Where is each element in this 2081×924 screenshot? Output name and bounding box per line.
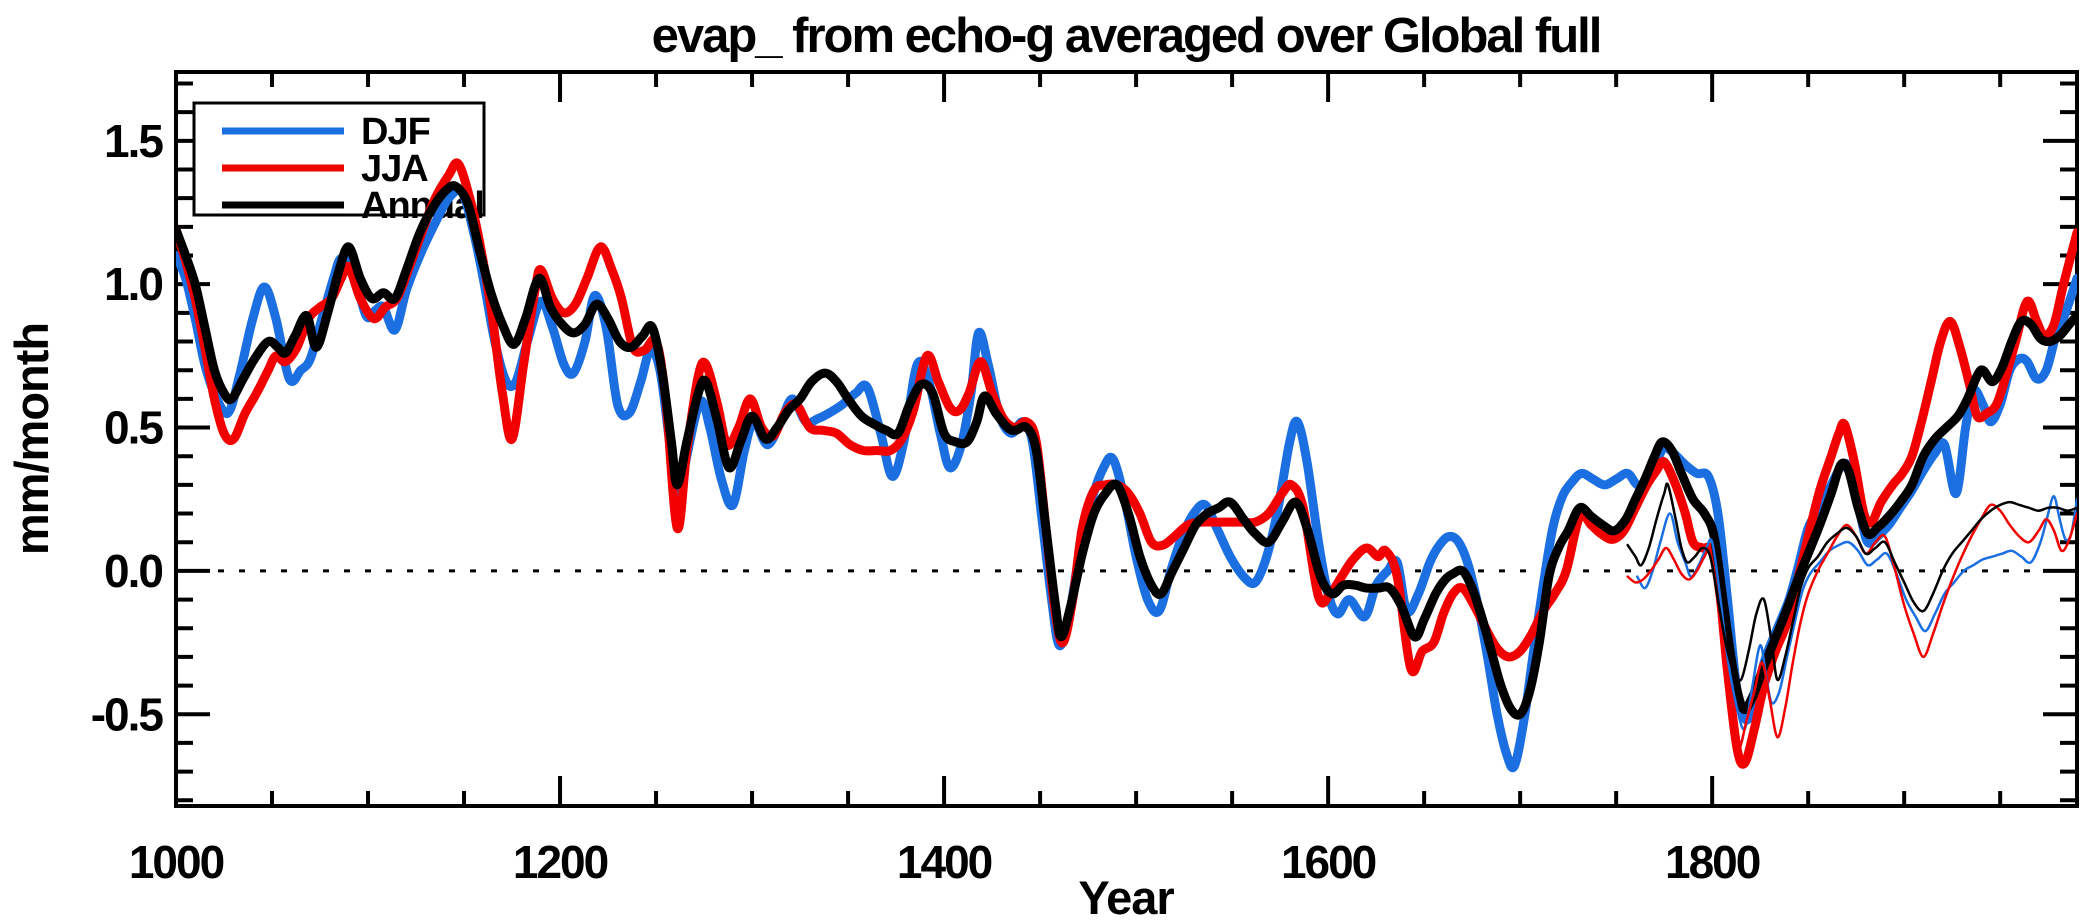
x-tick-label: 1200 — [513, 836, 608, 888]
x-tick-label: 1800 — [1665, 836, 1760, 888]
legend-label-djf: DJF — [361, 111, 430, 153]
y-tick-label: 1.0 — [104, 258, 162, 310]
x-axis-label: Year — [1078, 871, 1174, 924]
y-axis-label: mm/month — [5, 323, 58, 555]
series-annual — [176, 181, 2077, 720]
y-tick-label: 1.5 — [104, 115, 163, 167]
y-tick-label: -0.5 — [91, 688, 164, 740]
series-annual-thin — [1626, 482, 2077, 683]
plot-frame — [174, 70, 2079, 808]
x-tick-label: 1400 — [897, 836, 992, 888]
y-tick-label: 0.5 — [104, 402, 163, 454]
series-jja-thin — [1626, 503, 2077, 751]
axes-frame: 1000 1200 1400 1600 1800 -0.5 0.0 0.5 1.0 1.5 — [91, 70, 2079, 888]
x-tick-label: 1000 — [129, 836, 224, 888]
x-tick-label: 1600 — [1281, 836, 1376, 888]
chart-title: evap_ from echo-g averaged over Global f… — [652, 9, 1601, 63]
y-tick-label: 0.0 — [104, 545, 162, 597]
legend-label-jja: JJA — [361, 148, 428, 190]
data-series — [176, 158, 2077, 773]
